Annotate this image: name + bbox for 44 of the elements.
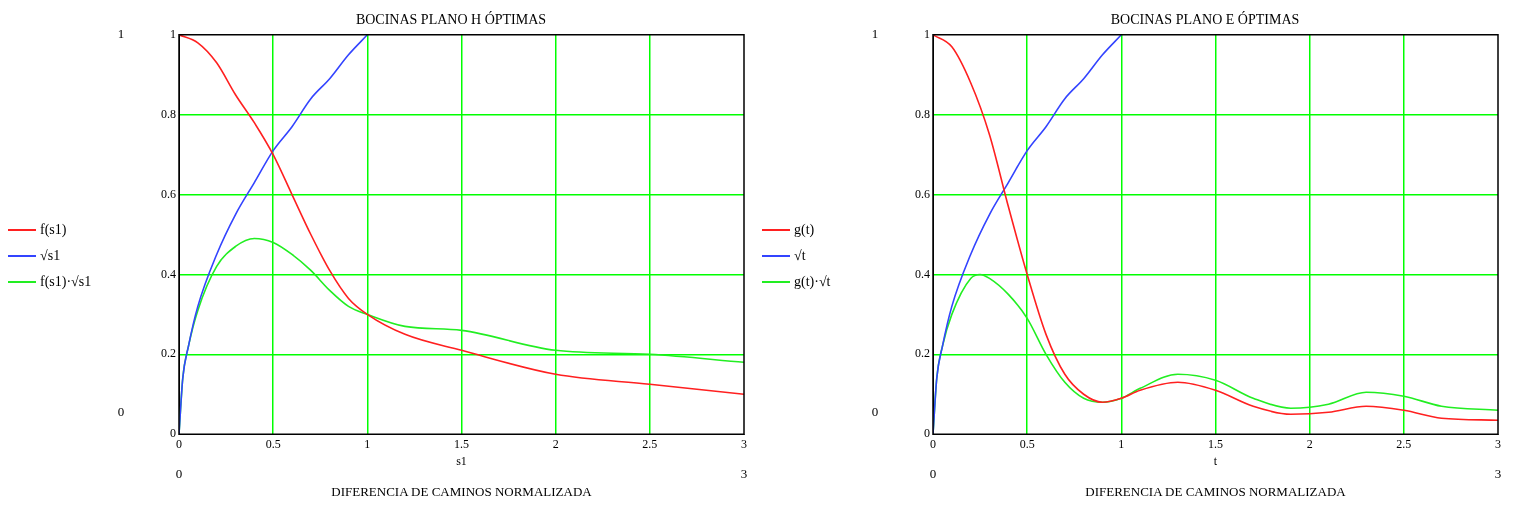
- x-tick-label: 2: [552, 436, 559, 451]
- x-tick-label: 0.5: [1019, 436, 1035, 451]
- x-tick-label: 1.5: [454, 436, 469, 451]
- legend-label: √t: [794, 247, 806, 264]
- y-tick-label: 0.4: [915, 266, 930, 281]
- y-tick-label: 1: [170, 26, 176, 41]
- x-tick-label: 1.5: [1208, 436, 1223, 451]
- y-tick-label: 0.6: [915, 186, 930, 201]
- x-tick-label: 3: [1495, 436, 1501, 451]
- text: DIFERENCIA DE CAMINOS NORMALIZADA: [1085, 483, 1347, 499]
- y-tick-label: 0: [170, 426, 176, 441]
- legend-label: g(t)·√t: [794, 273, 831, 290]
- line-series: [179, 34, 744, 396]
- legend-label: g(t): [794, 221, 815, 238]
- text: 1: [117, 26, 125, 42]
- y-tick-label: 0.2: [915, 346, 930, 361]
- y-tick-label: 0.8: [161, 106, 176, 121]
- chart-title: BOCINAS PLANO E ÓPTIMAS: [1110, 11, 1300, 28]
- text: 1: [871, 26, 879, 42]
- x-tick-label: 2: [1306, 436, 1313, 451]
- y-tick-label: 1: [924, 26, 930, 41]
- legend-label: f(s1): [40, 221, 67, 238]
- text: 3: [1494, 465, 1502, 481]
- x-axis-title: t: [1213, 453, 1218, 468]
- y-tick-label: 0: [924, 426, 930, 441]
- x-tick-label: 1: [364, 436, 371, 451]
- x-axis-title: s1: [456, 453, 467, 468]
- text: 0: [117, 403, 125, 419]
- x-tick-label: 2.5: [1396, 436, 1412, 451]
- y-tick-label: 0.4: [161, 266, 176, 281]
- text: 3: [740, 465, 748, 481]
- line-series: [933, 34, 1498, 422]
- x-tick-label: 1: [1118, 436, 1125, 451]
- y-tick-label: 0.2: [161, 346, 176, 361]
- text: DIFERENCIA DE CAMINOS NORMALIZADA: [331, 483, 593, 499]
- x-tick-label: 2.5: [642, 436, 658, 451]
- y-tick-label: 0.8: [915, 106, 930, 121]
- y-tick-label: 0.6: [161, 186, 176, 201]
- legend-label: √s1: [40, 247, 61, 264]
- text: 0: [871, 403, 879, 419]
- legend-label: f(s1)·√s1: [40, 273, 92, 290]
- x-tick-label: 0.5: [265, 436, 281, 451]
- x-tick-label: 3: [741, 436, 747, 451]
- chart-title: BOCINAS PLANO H ÓPTIMAS: [355, 11, 547, 28]
